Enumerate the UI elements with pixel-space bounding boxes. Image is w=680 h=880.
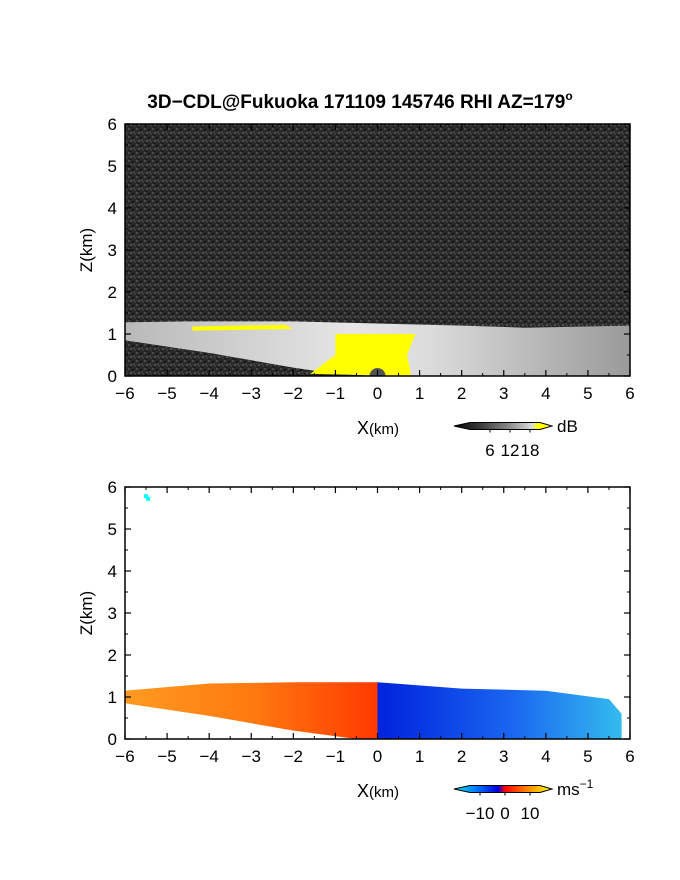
colorbar-bar: [453, 422, 554, 430]
saturated-area: [192, 324, 294, 331]
x-tick-label: −1: [326, 384, 345, 403]
isolated-point: [146, 496, 151, 501]
degree-sign: o: [565, 89, 572, 103]
y-tick-label: 1: [108, 688, 117, 707]
backscatter-ylabel: Z(km): [77, 228, 96, 272]
saturated-area: [310, 334, 416, 376]
x-tick-label: 3: [499, 747, 508, 766]
colorbar-bar: [453, 785, 554, 793]
x-tick-label: 1: [415, 747, 424, 766]
x-tick-label: −1: [326, 747, 345, 766]
x-tick-label: −2: [284, 747, 303, 766]
x-tick-label: 2: [457, 747, 466, 766]
velocity-ylabel: Z(km): [77, 591, 96, 635]
y-tick-label: 1: [108, 325, 117, 344]
x-tick-label: 5: [583, 384, 592, 403]
y-tick-label: 5: [108, 157, 117, 176]
x-tick-label: 5: [583, 747, 592, 766]
x-tick-label: −2: [284, 384, 303, 403]
x-tick-label: −4: [199, 747, 218, 766]
colorbar-tick-label: 0: [500, 804, 509, 823]
colorbar-tick-label: 6: [485, 441, 494, 460]
y-tick-label: 0: [108, 730, 117, 749]
y-tick-label: 6: [108, 115, 117, 134]
x-tick-label: 0: [373, 384, 382, 403]
x-tick-label: −5: [157, 384, 176, 403]
velocity-axes: −6 −5 −4 −3 −2 −1 0 1 2 3 4 5 6 0 1 2 3 4 5 6: [108, 478, 635, 766]
y-tick-label: 3: [108, 604, 117, 623]
backscatter-colorbar: 6 12 18 dB: [453, 417, 578, 460]
x-tick-label: −3: [242, 384, 261, 403]
velocity-data: [125, 494, 622, 739]
x-tick-label: 3: [499, 384, 508, 403]
x-tick-label: 2: [457, 384, 466, 403]
y-tick-label: 0: [108, 367, 117, 386]
x-tick-label: 6: [625, 384, 634, 403]
y-tick-label: 3: [108, 241, 117, 260]
backscatter-axes: −6 −5 −4 −3 −2 −1 0 1 2 3 4 5 6 0 1 2 3 4 5 6: [108, 115, 635, 403]
colorbar-tick-label: −10: [466, 804, 495, 823]
y-tick-label: 2: [108, 283, 117, 302]
x-tick-label: 4: [541, 747, 550, 766]
y-tick-label: 4: [108, 562, 117, 581]
colorbar-tick-label: 18: [521, 441, 540, 460]
backscatter-data: [125, 321, 630, 376]
velocity-colorbar: −10 0 10 ms−1: [453, 777, 594, 823]
y-tick-label: 2: [108, 646, 117, 665]
colorbar-tick-label: 10: [521, 804, 540, 823]
x-tick-label: 0: [373, 747, 382, 766]
x-tick-label: 1: [415, 384, 424, 403]
x-tick-label: 6: [625, 747, 634, 766]
figure-title: 3D−CDL@Fukuoka 171109 145746 RHI AZ=179o: [147, 89, 572, 113]
y-tick-label: 6: [108, 478, 117, 497]
x-tick-label: −4: [199, 384, 218, 403]
x-tick-label: −6: [115, 384, 134, 403]
colorbar-label: dB: [557, 417, 578, 436]
x-tick-label: −3: [242, 747, 261, 766]
isolated-point: [144, 494, 149, 499]
x-tick-label: −5: [157, 747, 176, 766]
x-tick-label: −6: [115, 747, 134, 766]
y-tick-label: 4: [108, 199, 117, 218]
colorbar-label: ms−1: [557, 777, 594, 799]
y-tick-label: 5: [108, 520, 117, 539]
toward-region: [125, 682, 378, 739]
x-tick-label: 4: [541, 384, 550, 403]
away-region: [377, 682, 622, 739]
velocity-xlabel: X(km): [357, 781, 399, 801]
backscatter-xlabel: X(km): [357, 418, 399, 438]
colorbar-tick-label: 12: [501, 441, 520, 460]
